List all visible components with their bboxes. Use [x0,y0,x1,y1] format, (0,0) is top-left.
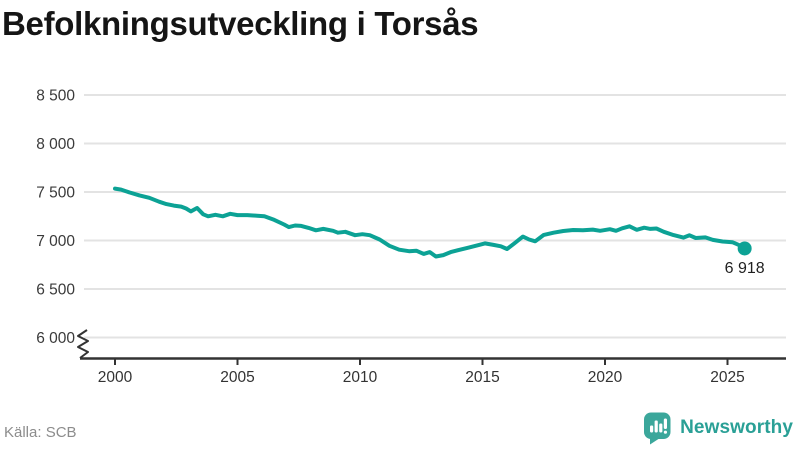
axis-break-icon [77,329,89,359]
x-tick-label: 2020 [588,369,623,386]
page-title: Befolkningsutveckling i Torsås [2,5,479,42]
y-axis-labels: 8 500 8 000 7 500 7 000 6 500 6 000 [36,88,75,348]
y-tick-label: 7 500 [36,185,75,202]
x-tick-label: 2025 [710,369,744,386]
last-value-label: 6 918 [725,260,765,277]
x-tick-label: 2000 [98,369,133,386]
y-tick-label: 8 500 [36,88,75,105]
source-label: Källa: SCB [4,424,77,441]
y-tick-label: 8 000 [36,136,75,153]
x-tick-label: 2010 [343,369,378,386]
y-tick-label: 6 000 [36,330,75,347]
x-tick-label: 2015 [465,369,499,386]
newsworthy-logo-text: Newsworthy [680,417,793,438]
newsworthy-logo-icon [644,412,671,445]
gridlines [84,94,786,339]
last-value-dot [737,241,752,256]
x-axis-tick-labels: 2000 2005 2010 2015 2020 2025 [98,369,745,386]
newsworthy-logo: Newsworthy [643,411,793,445]
x-axis-ticks [114,358,729,365]
x-tick-label: 2005 [220,369,254,386]
y-tick-label: 6 500 [36,282,75,299]
y-tick-label: 7 000 [36,233,75,250]
population-line [113,186,747,259]
